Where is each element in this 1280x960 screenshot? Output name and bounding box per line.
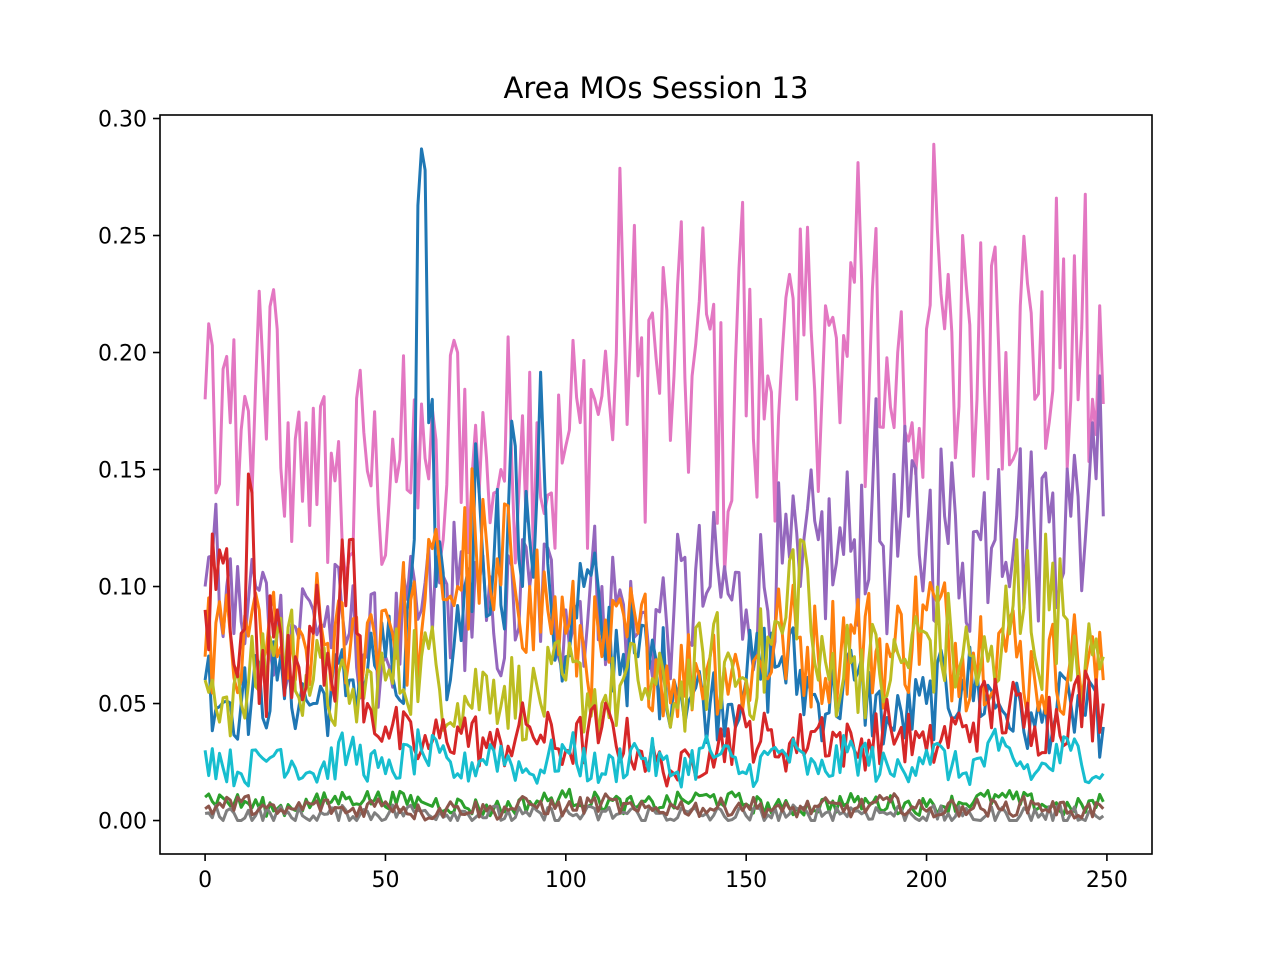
- x-axis: 0 50 100 150 200 250: [198, 854, 1128, 893]
- x-tick-label: 50: [371, 868, 399, 893]
- x-tick-label: 250: [1086, 868, 1128, 893]
- x-tick-label: 100: [545, 868, 587, 893]
- series-line-1: [203, 142, 1105, 581]
- x-tick-label: 0: [198, 868, 212, 893]
- y-tick-label: 0.30: [98, 108, 147, 133]
- series-line-10: [204, 792, 1105, 822]
- axes-frame: [159, 114, 1153, 855]
- y-axis: 0.00 0.05 0.10 0.15 0.20 0.25 0.30: [98, 108, 160, 835]
- series-layer: [203, 142, 1105, 822]
- y-tick-label: 0.15: [98, 459, 147, 484]
- x-tick-label: 150: [725, 868, 767, 893]
- x-tick-label: 200: [906, 868, 948, 893]
- series-line-7: [203, 727, 1105, 789]
- y-tick-label: 0.25: [98, 225, 147, 250]
- y-tick-label: 0.00: [98, 810, 147, 835]
- chart-title: Area MOs Session 13: [504, 71, 809, 105]
- y-tick-label: 0.05: [98, 693, 147, 718]
- series-line-5: [203, 532, 1105, 742]
- y-tick-label: 0.20: [98, 342, 147, 367]
- y-tick-label: 0.10: [98, 576, 147, 601]
